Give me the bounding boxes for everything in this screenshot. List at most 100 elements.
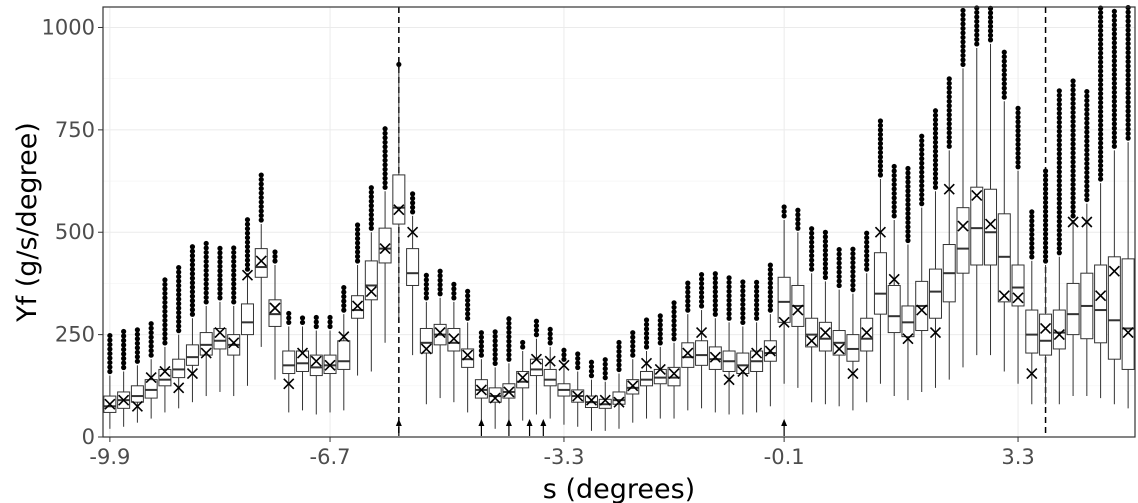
outlier-point — [1001, 94, 1007, 100]
outlier-point — [1111, 143, 1117, 149]
mean-marker — [916, 304, 928, 316]
outlier-point — [740, 310, 746, 317]
outlier-point — [231, 263, 237, 269]
mean-marker — [255, 255, 267, 267]
outlier-point — [877, 149, 884, 156]
outlier-point — [1084, 120, 1090, 126]
outlier-point — [877, 118, 884, 124]
outlier-point — [1070, 181, 1076, 188]
outlier-point — [932, 121, 939, 127]
outlier-point — [107, 350, 113, 357]
outlier-point — [946, 98, 952, 104]
box — [984, 188, 998, 266]
outlier-point — [492, 338, 498, 344]
outlier-point — [189, 302, 196, 308]
boxplot — [997, 49, 1011, 372]
outlier-point — [162, 277, 168, 283]
box — [612, 391, 626, 405]
outlier-point — [1015, 150, 1021, 156]
mean-marker — [173, 382, 185, 394]
box — [653, 368, 667, 385]
outlier-point — [1056, 142, 1062, 148]
outlier-point — [244, 253, 251, 259]
outlier-point — [244, 257, 251, 263]
outlier-point — [423, 295, 429, 301]
outlier-point — [671, 322, 677, 328]
boxplot — [915, 133, 929, 392]
outlier-point — [244, 235, 251, 241]
outlier-point — [1070, 204, 1076, 210]
box — [309, 354, 323, 377]
outlier-point — [1056, 169, 1062, 175]
outlier-point — [740, 283, 746, 290]
outlier-point — [162, 326, 168, 333]
outlier-point — [134, 327, 140, 333]
boxplot — [1121, 5, 1135, 409]
outlier-point — [877, 163, 884, 169]
axis-arrow — [478, 419, 485, 436]
outlier-point — [244, 266, 251, 272]
outlier-point — [1084, 124, 1090, 131]
outlier-point — [1015, 110, 1021, 116]
outlier-point — [809, 244, 815, 250]
outlier-point — [299, 315, 306, 321]
outlier-point — [217, 286, 223, 292]
outlier-point — [1111, 17, 1117, 23]
outlier-point — [850, 246, 856, 252]
outlier-point — [134, 358, 140, 364]
outlier-point — [1056, 133, 1062, 139]
outlier-point — [1015, 137, 1021, 143]
boxplot — [598, 357, 612, 431]
outlier-point — [850, 251, 856, 257]
outlier-point — [726, 306, 732, 312]
boxplot — [901, 165, 915, 401]
mean-marker — [118, 394, 130, 406]
outlier-point — [657, 335, 663, 342]
box — [1011, 264, 1025, 307]
outlier-point — [685, 285, 691, 291]
outlier-point — [258, 217, 264, 223]
outlier-point — [478, 330, 484, 336]
outlier-point — [258, 185, 264, 192]
outlier-point — [726, 293, 732, 299]
outlier-point — [726, 279, 732, 285]
box — [240, 303, 254, 336]
outlier-point — [616, 353, 622, 359]
mean-marker — [324, 359, 336, 371]
outlier-point — [1111, 112, 1117, 118]
outlier-point — [107, 364, 113, 370]
x-axis-title: s (degrees) — [543, 474, 695, 503]
outlier-point — [905, 174, 911, 181]
outlier-point — [671, 313, 677, 319]
mean-marker — [283, 378, 295, 390]
outlier-point — [891, 199, 897, 206]
plot-panel-border — [102, 6, 1136, 438]
outlier-point — [891, 177, 897, 183]
outlier-point — [506, 356, 512, 362]
outlier-point — [588, 359, 595, 365]
mean-marker — [379, 243, 391, 255]
outlier-point — [754, 302, 760, 308]
reference-lines — [398, 7, 1047, 437]
mean-marker — [640, 357, 653, 369]
box — [1107, 256, 1121, 360]
outlier-point — [121, 333, 127, 339]
outlier-point — [905, 228, 911, 235]
axis-arrow — [505, 419, 512, 436]
outlier-point — [767, 280, 773, 286]
outlier-point — [754, 311, 760, 317]
outlier-point — [643, 321, 650, 328]
outlier-point — [974, 18, 980, 25]
outlier-point — [864, 235, 870, 241]
outlier-point — [1042, 217, 1049, 224]
mean-marker — [957, 220, 969, 232]
boxplot — [337, 285, 351, 411]
outlier-point — [189, 289, 196, 295]
outlier-point — [1084, 160, 1090, 167]
outlier-point — [767, 267, 773, 273]
outlier-point — [134, 336, 140, 342]
outlier-point — [148, 339, 154, 345]
mean-marker — [627, 380, 639, 392]
outlier-point — [1111, 85, 1117, 91]
outlier-point — [313, 314, 319, 321]
